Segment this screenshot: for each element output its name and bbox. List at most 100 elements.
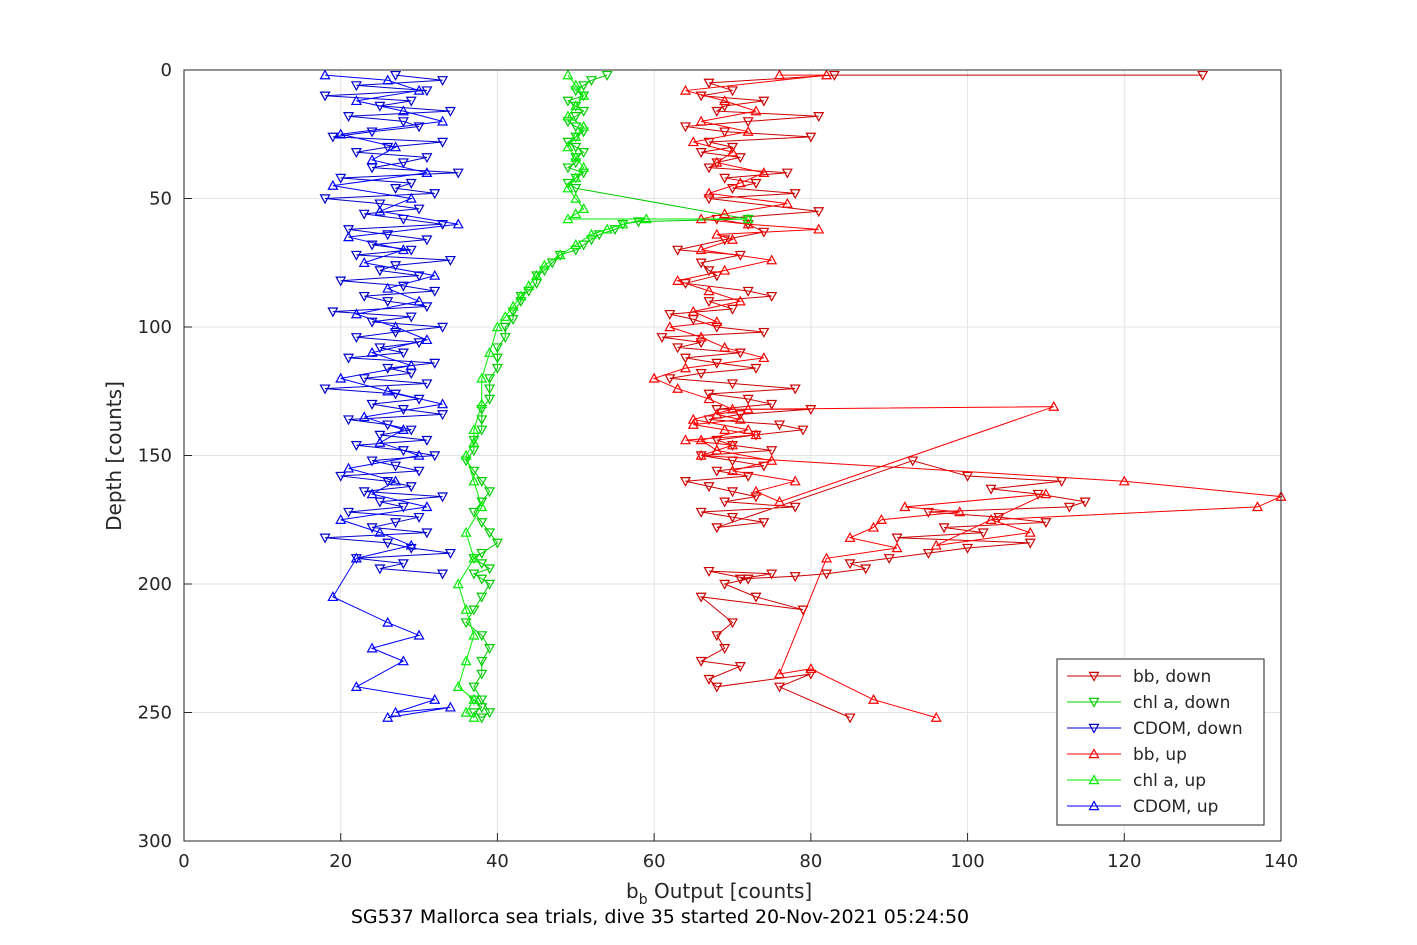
data-point [413,84,425,95]
data-point [429,286,441,297]
data-point [413,122,425,133]
data-point [726,465,739,476]
data-point [350,95,362,106]
data-point [578,203,590,213]
data-point [695,507,707,518]
data-point [507,307,519,318]
data-point [468,682,480,693]
data-point [773,668,786,679]
data-point [390,706,402,717]
data-point [491,353,503,364]
data-point [766,446,778,457]
x-tick-label: 40 [486,851,509,872]
data-point [578,240,590,251]
data-point [382,142,394,153]
data-point [578,127,590,138]
data-point [491,538,503,549]
data-point [421,153,433,164]
data-point [350,148,362,158]
data-point [640,213,652,224]
data-point [366,127,378,138]
data-point [437,398,449,409]
data-point [758,352,770,363]
data-point [460,706,472,717]
data-point [750,363,762,374]
x-tick-label: 0 [178,851,189,872]
data-point [366,154,378,165]
data-point [726,142,739,153]
data-point [491,343,503,354]
data-point [444,255,456,266]
data-point [437,410,449,421]
data-point [578,106,590,117]
data-point [319,384,331,395]
data-point [679,84,692,95]
data-point [437,220,449,230]
data-point [397,281,409,292]
data-point [538,266,550,277]
data-point [868,521,880,532]
data-point [382,477,394,487]
data-point [499,310,511,321]
data-point [805,663,817,674]
data-point [570,79,582,90]
data-point [711,682,723,693]
legend-marker [1088,800,1100,811]
data-point [907,456,919,467]
data-point [813,223,825,234]
data-point [421,86,433,97]
data-point [350,250,362,261]
x-tick-label: 100 [950,851,984,872]
data-point [429,693,441,704]
data-point [515,297,527,308]
data-point [413,449,425,460]
data-point [758,518,770,529]
data-point [726,146,739,157]
x-tick-label: 20 [329,851,352,872]
data-point [750,105,762,116]
series-3 [648,69,1287,722]
data-point [562,163,574,174]
data-point [805,405,817,415]
data-point [421,501,433,512]
data-point [327,179,339,190]
data-point [374,430,386,441]
data-point [985,484,997,495]
data-point [476,415,488,426]
data-point [750,492,762,503]
data-point [773,420,786,431]
x-tick-label: 80 [799,851,822,872]
series-line [325,74,459,719]
data-point [1063,502,1075,513]
data-point [405,539,417,550]
data-point [413,204,425,215]
data-point [413,512,425,523]
data-point [382,230,394,241]
data-point [476,592,488,603]
data-point [531,269,543,280]
data-point [343,112,355,122]
data-point [476,425,488,436]
ticks: 0 20 40 60 80 100 120 140 0 50 100 150 200 250 300 [138,60,1299,872]
data-point [491,321,503,332]
data-point [374,436,386,447]
data-point [578,81,590,92]
data-point [429,451,441,462]
data-point [366,488,378,499]
data-point [711,444,723,455]
data-point [374,343,386,354]
y-tick-label: 200 [138,574,172,595]
data-point [726,487,739,498]
data-point [742,403,754,414]
data-point [899,501,911,512]
data-point [773,496,786,506]
data-point [742,424,754,434]
data-point [609,225,621,236]
data-point [468,466,480,477]
data-point [335,514,347,524]
data-point [687,136,699,147]
series-line [652,74,1283,719]
data-point [828,70,840,81]
data-point [484,346,496,357]
data-point [742,574,754,585]
